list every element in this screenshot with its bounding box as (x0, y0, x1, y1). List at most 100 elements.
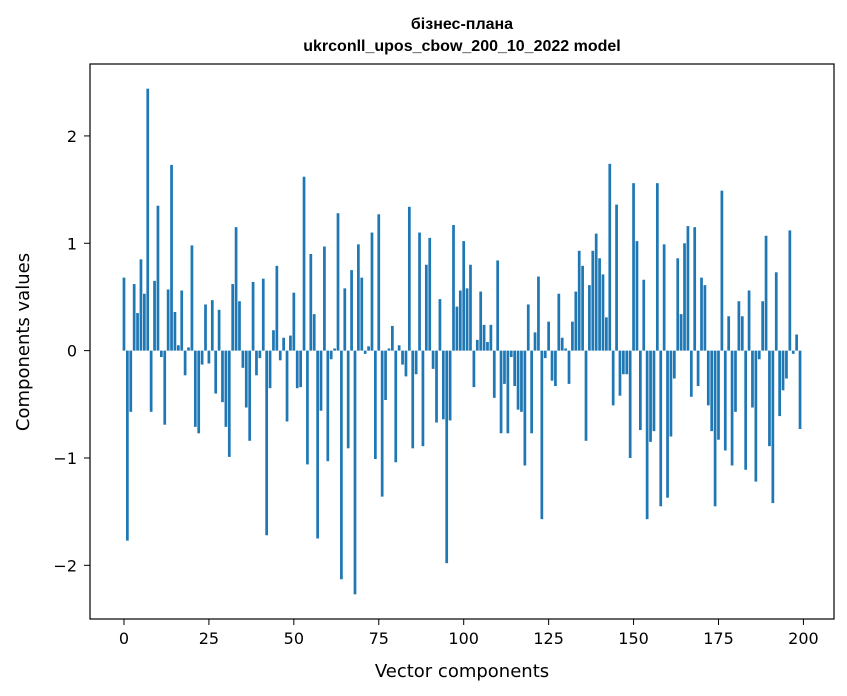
bar (316, 350, 319, 539)
bar (744, 350, 748, 470)
y-tick-label: 2 (67, 127, 77, 146)
bar (703, 285, 707, 351)
bar (615, 204, 618, 351)
bar (238, 301, 241, 351)
bar (404, 350, 408, 377)
bar (380, 350, 384, 497)
y-tick-label: 1 (67, 234, 77, 253)
bar (146, 88, 150, 351)
bar (689, 350, 693, 397)
bar (224, 350, 228, 427)
bar (571, 321, 574, 351)
bar (472, 350, 476, 388)
bar (357, 244, 360, 351)
bar (424, 264, 428, 351)
bar (785, 350, 788, 379)
bar (221, 350, 224, 403)
bar (136, 313, 139, 351)
bar (170, 164, 173, 351)
bar (727, 316, 731, 351)
chart-subtitle: ukrconll_upos_cbow_200_10_2022 model (303, 38, 620, 55)
y-tick-label: −1 (53, 449, 77, 468)
bar (530, 350, 533, 434)
bar (672, 350, 676, 379)
bar (594, 233, 598, 351)
bar (710, 350, 714, 432)
bar (285, 350, 289, 422)
bar (289, 335, 292, 351)
bar (411, 350, 415, 449)
bar (584, 350, 588, 441)
bar (377, 214, 381, 351)
bars-group (122, 88, 802, 595)
bar (469, 264, 472, 351)
bar (126, 350, 129, 541)
bar (778, 350, 781, 417)
bar (740, 316, 744, 351)
bar (662, 244, 666, 351)
bar (265, 350, 269, 536)
bar (520, 350, 523, 412)
bar (183, 350, 187, 376)
bar (458, 290, 462, 351)
x-tick-label: 25 (199, 629, 219, 648)
bar (360, 277, 364, 351)
bar (452, 225, 455, 351)
bar (696, 350, 700, 387)
bar (122, 277, 126, 351)
bar (754, 350, 758, 482)
bar (418, 232, 421, 351)
bar (659, 350, 663, 507)
bar (278, 350, 282, 361)
bar (523, 350, 527, 466)
bar (214, 350, 218, 394)
bar (720, 190, 724, 351)
bar (757, 350, 761, 360)
bar (204, 304, 207, 351)
bar (231, 284, 235, 351)
bar (730, 350, 734, 466)
bar (370, 232, 374, 351)
bar (628, 350, 632, 458)
bar (774, 272, 778, 351)
bar (193, 350, 197, 427)
bar (503, 350, 506, 384)
bar (509, 350, 513, 358)
bar (717, 350, 720, 440)
bar (679, 314, 683, 351)
bar (302, 176, 306, 351)
bar (574, 291, 578, 351)
bar (608, 163, 612, 351)
bar (363, 350, 367, 354)
bar (598, 258, 601, 351)
bar (197, 350, 201, 434)
bar (414, 350, 418, 375)
x-tick-label: 75 (369, 629, 389, 648)
bar (306, 350, 309, 465)
bar (441, 350, 445, 420)
bar (764, 235, 768, 351)
bar (635, 241, 639, 351)
bar (479, 291, 483, 351)
bar (292, 292, 296, 351)
bar (295, 350, 299, 389)
bar (482, 324, 486, 351)
bar (251, 281, 255, 351)
bar (693, 227, 697, 351)
x-tick-label: 100 (448, 629, 479, 648)
bar (312, 314, 316, 351)
bar (421, 350, 425, 447)
bar (207, 350, 211, 364)
bar (180, 290, 184, 351)
bar (258, 350, 262, 359)
bar (737, 301, 741, 351)
bar (537, 276, 540, 351)
bar (723, 350, 727, 451)
bar (401, 350, 404, 365)
bar (435, 350, 438, 423)
bar (438, 299, 442, 351)
bar (217, 309, 221, 351)
bar (734, 350, 737, 412)
bar (747, 290, 751, 351)
bar (768, 350, 771, 447)
